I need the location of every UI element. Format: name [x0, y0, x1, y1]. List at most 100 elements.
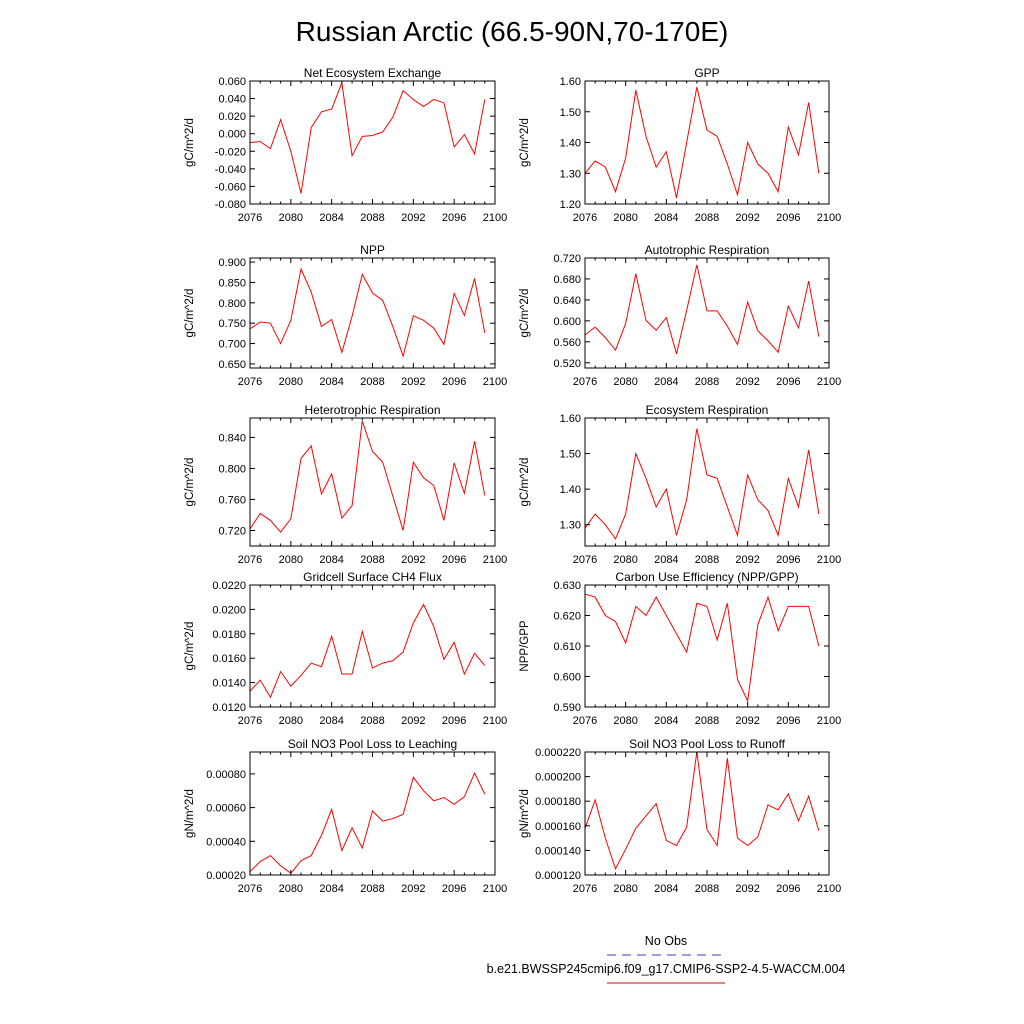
- y-tick-label: 0.850: [218, 277, 246, 289]
- x-tick-label: 2092: [401, 554, 425, 566]
- x-tick-label: 2100: [817, 715, 841, 727]
- series-line-ecosystem-respiration: [585, 428, 820, 540]
- plot-frame: [249, 584, 496, 708]
- y-tick-label: -0.060: [215, 181, 246, 193]
- x-tick-label: 2096: [776, 883, 800, 895]
- x-tick-label: 2084: [654, 715, 678, 727]
- y-tick-label: 0.900: [218, 257, 246, 269]
- series-line-carbon-use-efficiency-npp-gpp: [585, 593, 820, 703]
- x-tick-label: 2084: [654, 376, 678, 388]
- y-axis-label: gN/m^2/d: [184, 789, 196, 838]
- chart-carbon-use-efficiency-npp-gpp: 2076 2080 2084 2088 2092 2096 2100 0.590 0.600 0.…: [519, 570, 841, 727]
- y-tick-label: 0.000180: [535, 796, 581, 808]
- x-tick-label: 2092: [401, 715, 425, 727]
- y-axis-label: gC/m^2/d: [519, 458, 531, 507]
- y-tick-label: 1.60: [560, 413, 581, 425]
- chart-soil-no3-pool-loss-to-runoff: 2076 2080 2084 2088 2092 2096 2100 0.000120 0.00…: [519, 737, 841, 895]
- x-tick-label: 2084: [319, 554, 343, 566]
- plot-frame: [584, 80, 830, 205]
- x-tick-label: 2084: [319, 376, 343, 388]
- x-tick-label: 2088: [360, 554, 384, 566]
- x-tick-label: 2100: [483, 715, 507, 727]
- x-tick-label: 2092: [735, 376, 759, 388]
- y-tick-label: 0.00040: [206, 836, 246, 848]
- x-tick-label: 2080: [613, 883, 637, 895]
- y-tick-label: 0.000: [218, 129, 246, 141]
- x-tick-label: 2080: [613, 554, 637, 566]
- x-tick-label: 2092: [735, 883, 759, 895]
- plot-frame: [584, 257, 830, 369]
- chart-title: Heterotrophic Respiration: [304, 403, 440, 417]
- x-tick-label: 2088: [360, 715, 384, 727]
- y-tick-label: 0.0200: [212, 604, 246, 616]
- y-tick-label: 0.590: [553, 702, 581, 714]
- y-tick-label: 1.60: [560, 76, 581, 88]
- x-tick-label: 2088: [695, 715, 719, 727]
- x-tick-label: 2100: [483, 554, 507, 566]
- x-tick-label: 2092: [401, 212, 425, 224]
- y-tick-label: 0.600: [553, 316, 581, 328]
- x-tick-label: 2100: [817, 376, 841, 388]
- x-tick-label: 2076: [238, 376, 262, 388]
- x-tick-label: 2076: [238, 883, 262, 895]
- chart-title: Soil NO3 Pool Loss to Leaching: [288, 737, 457, 751]
- plot-frame: [249, 417, 496, 547]
- y-tick-label: 0.00080: [206, 769, 246, 781]
- x-tick-label: 2088: [695, 883, 719, 895]
- chart-npp: 2076 2080 2084 2088 2092 2096 2100 0.650 0.700 0.…: [184, 243, 507, 388]
- x-tick-label: 2092: [735, 715, 759, 727]
- y-tick-label: 0.0220: [212, 580, 246, 592]
- page-title: Russian Arctic (66.5-90N,70-170E): [296, 16, 729, 47]
- series-line-heterotrophic-respiration: [250, 420, 486, 533]
- y-tick-label: 0.800: [218, 463, 246, 475]
- x-tick-label: 2076: [573, 554, 597, 566]
- chart-title: NPP: [360, 243, 385, 257]
- x-tick-label: 2100: [483, 212, 507, 224]
- x-tick-label: 2100: [817, 883, 841, 895]
- y-tick-label: -0.080: [215, 199, 246, 211]
- y-tick-label: 0.00060: [206, 803, 246, 815]
- y-tick-label: 1.50: [560, 449, 581, 461]
- y-tick-label: 0.650: [218, 359, 246, 371]
- y-axis-label: gC/m^2/d: [519, 289, 531, 338]
- y-tick-label: -0.040: [215, 164, 246, 176]
- chart-heterotrophic-respiration: 2076 2080 2084 2088 2092 2096 2100 0.720 0.760 0.…: [184, 403, 507, 566]
- y-tick-label: 1.30: [560, 520, 581, 532]
- plot-frame: [249, 257, 496, 369]
- y-tick-label: 0.720: [218, 525, 246, 537]
- x-tick-label: 2076: [573, 715, 597, 727]
- x-tick-label: 2092: [401, 376, 425, 388]
- chart-soil-no3-pool-loss-to-leaching: 2076 2080 2084 2088 2092 2096 2100 0.00020 0.000…: [184, 737, 507, 895]
- x-tick-label: 2088: [695, 554, 719, 566]
- x-tick-label: 2080: [613, 715, 637, 727]
- chart-title: Net Ecosystem Exchange: [304, 66, 442, 80]
- y-tick-label: 0.840: [218, 432, 246, 444]
- x-tick-label: 2088: [360, 376, 384, 388]
- y-axis-label: gC/m^2/d: [184, 458, 196, 507]
- plot-frame: [249, 751, 496, 876]
- y-axis-label: gC/m^2/d: [184, 622, 196, 671]
- y-tick-label: 1.20: [560, 199, 581, 211]
- x-tick-label: 2096: [442, 554, 466, 566]
- x-tick-label: 2096: [442, 715, 466, 727]
- y-axis-label: NPP/GPP: [519, 620, 531, 671]
- y-tick-label: 0.600: [553, 672, 581, 684]
- y-tick-label: 0.750: [218, 318, 246, 330]
- x-tick-label: 2096: [442, 212, 466, 224]
- y-tick-label: 0.800: [218, 298, 246, 310]
- x-tick-label: 2096: [776, 715, 800, 727]
- series-line-net-ecosystem-exchange: [250, 81, 486, 194]
- y-tick-label: 0.020: [218, 111, 246, 123]
- x-tick-label: 2076: [573, 883, 597, 895]
- x-tick-label: 2096: [776, 554, 800, 566]
- x-tick-label: 2080: [613, 212, 637, 224]
- x-tick-label: 2076: [238, 554, 262, 566]
- x-tick-label: 2088: [695, 376, 719, 388]
- x-tick-label: 2088: [360, 883, 384, 895]
- x-tick-label: 2076: [238, 715, 262, 727]
- y-tick-label: 0.000120: [535, 870, 581, 882]
- chart-autotrophic-respiration: 2076 2080 2084 2088 2092 2096 2100 0.520 0.560 0.…: [519, 243, 841, 388]
- y-tick-label: -0.020: [215, 146, 246, 158]
- chart-title: Carbon Use Efficiency (NPP/GPP): [615, 570, 798, 584]
